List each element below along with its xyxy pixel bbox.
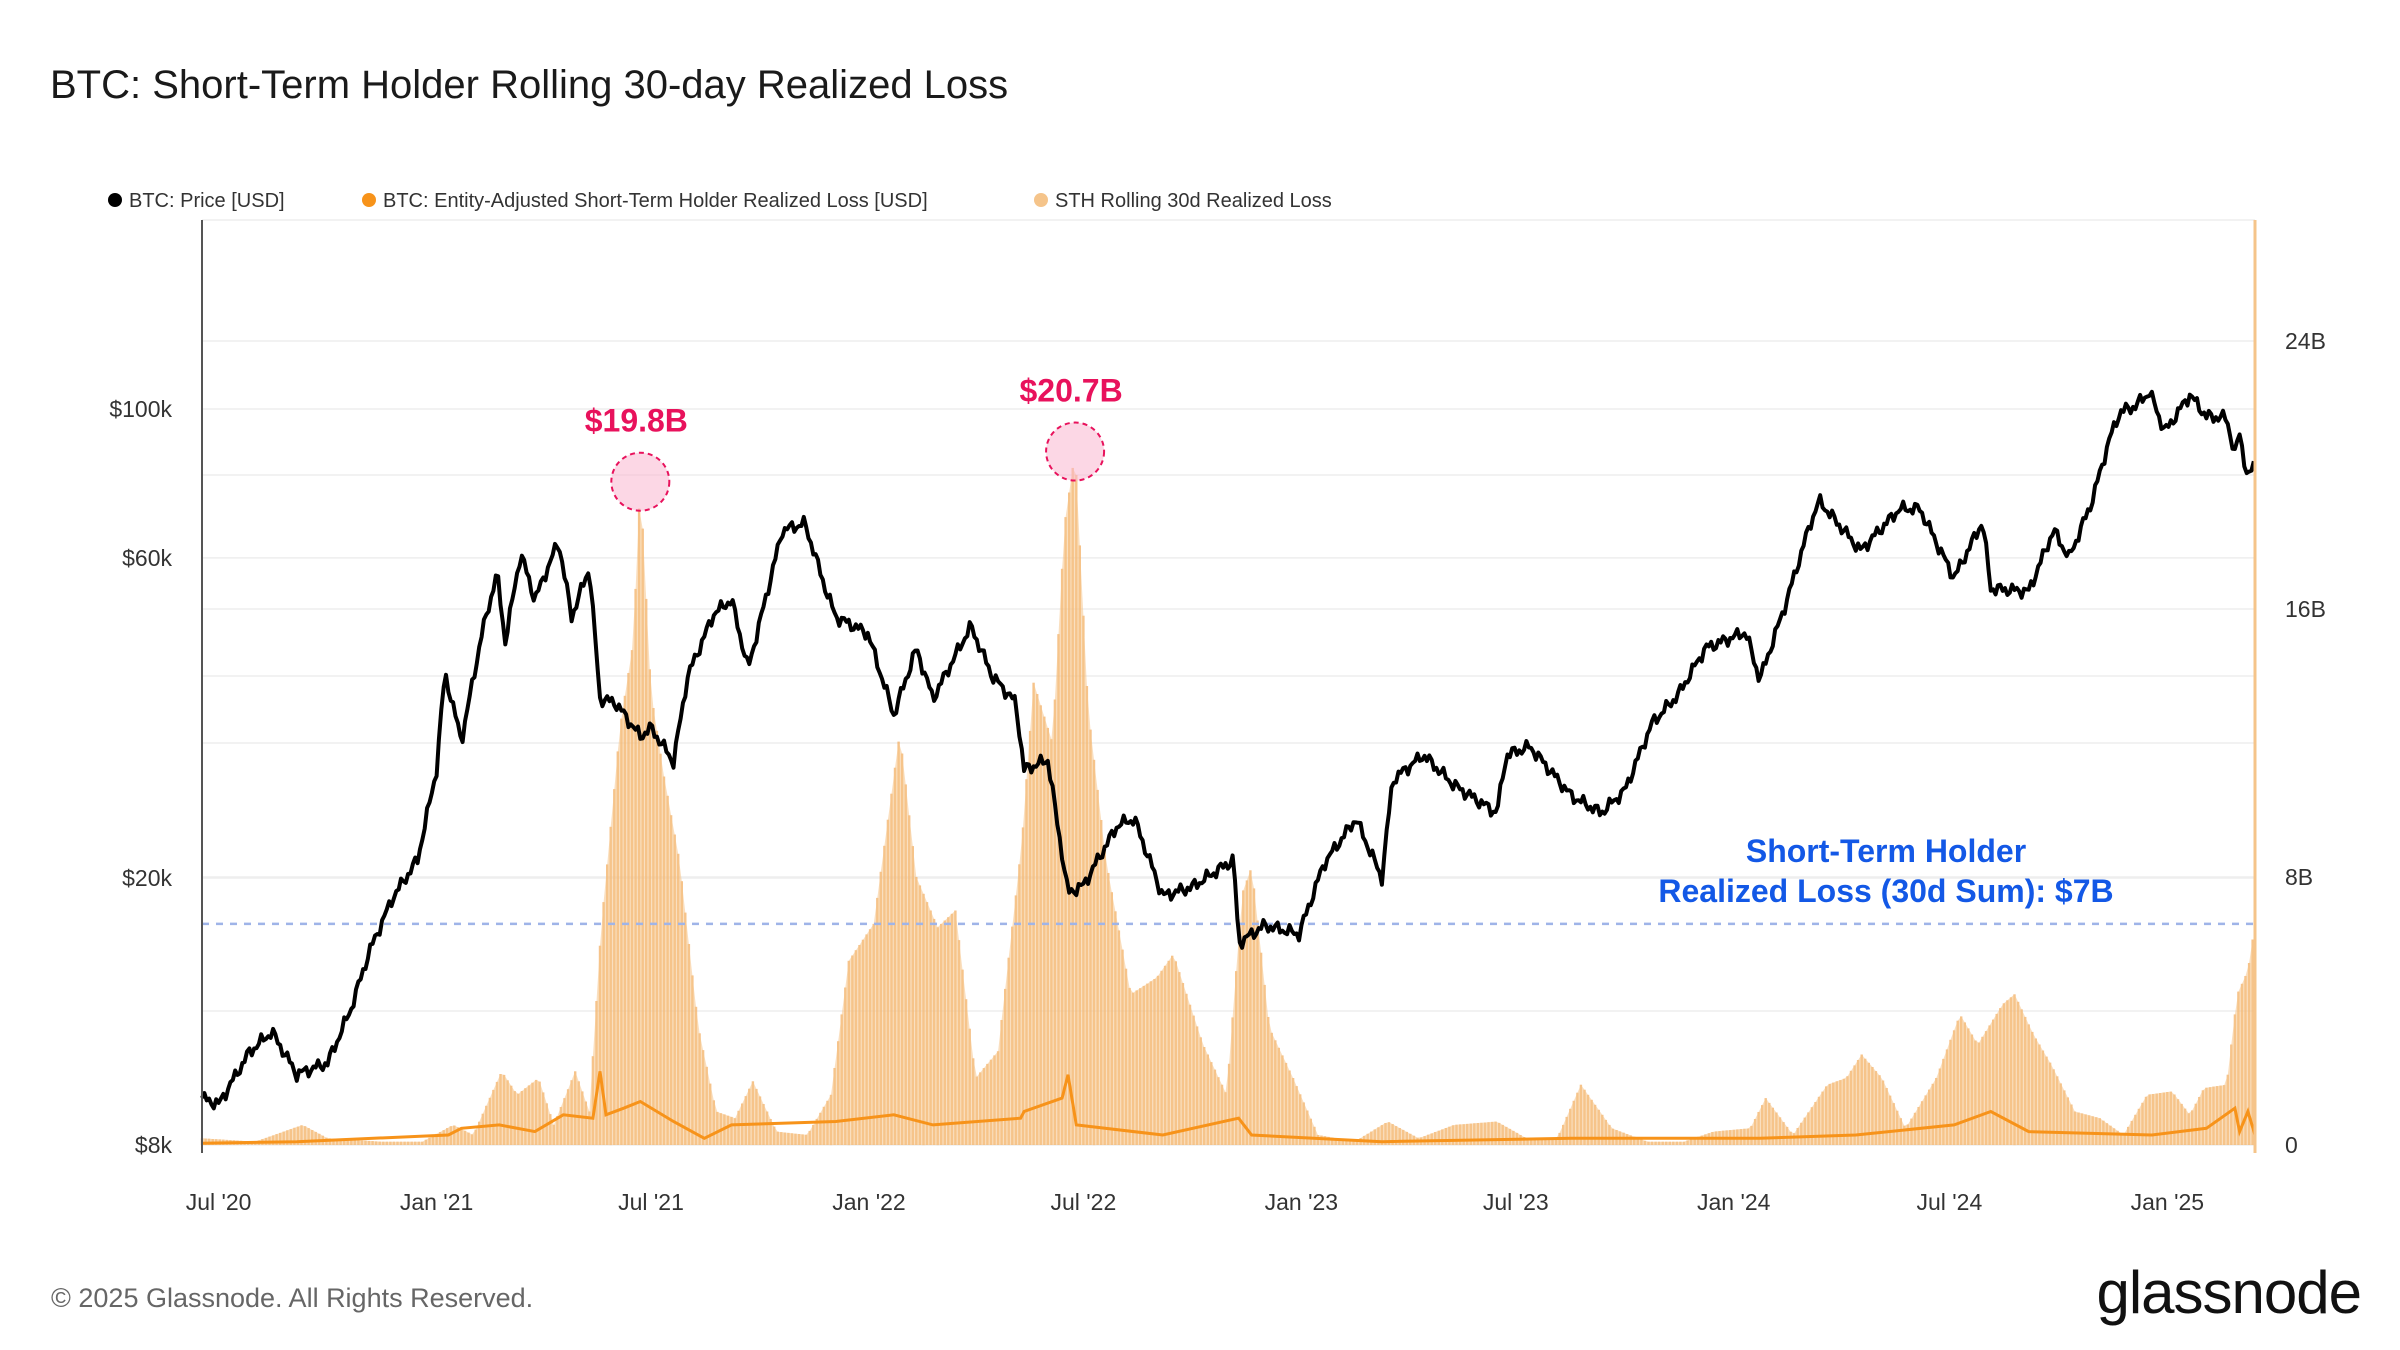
annotation-peak-2022: $20.7B <box>1019 373 1123 482</box>
peak-marker-circle <box>1045 421 1106 482</box>
x-axis: Jul '20 Jan '21 Jul '21 Jan '22 Jul '22 Jan '… <box>186 1189 2204 1215</box>
legend-item-rolling-loss[interactable]: STH Rolling 30d Realized Loss <box>1055 190 1332 212</box>
current-loss-annotation-line1: Short-Term Holder <box>1746 833 2026 869</box>
legend-marker-price <box>108 193 122 207</box>
x-tick-label: Jan '23 <box>1265 1189 1338 1215</box>
x-tick-label: Jan '22 <box>832 1189 905 1215</box>
x-tick-label: Jul '24 <box>1916 1189 1982 1215</box>
x-tick-label: Jul '22 <box>1050 1189 1116 1215</box>
y-left-tick-label: $60k <box>122 545 172 571</box>
peak-label-2021: $19.8B <box>585 403 688 439</box>
y-right-tick-label: 8B <box>2285 864 2313 890</box>
legend: BTC: Price [USD] BTC: Entity-Adjusted Sh… <box>108 190 1332 212</box>
legend-item-daily-loss[interactable]: BTC: Entity-Adjusted Short-Term Holder R… <box>383 190 928 212</box>
y-left-tick-label: $8k <box>135 1132 173 1158</box>
legend-marker-rolling-loss <box>1034 193 1048 207</box>
x-tick-label: Jan '21 <box>400 1189 473 1215</box>
x-tick-label: Jul '23 <box>1483 1189 1549 1215</box>
price-line <box>200 389 2256 1111</box>
y-right-tick-label: 16B <box>2285 596 2326 622</box>
rolling-loss-bars <box>200 467 2254 1146</box>
y-axis-left: $8k $20k $60k $100k <box>109 396 172 1158</box>
y-right-tick-label: 0 <box>2285 1132 2298 1158</box>
legend-item-price[interactable]: BTC: Price [USD] <box>129 190 285 212</box>
peak-label-2022: $20.7B <box>1019 373 1122 409</box>
peak-marker-circle <box>610 451 671 512</box>
y-axis-right: 0 8B 16B 24B <box>2285 328 2326 1158</box>
daily-loss-line <box>201 1071 2257 1145</box>
x-tick-label: Jan '25 <box>2131 1189 2204 1215</box>
annotation-peak-2021: $19.8B <box>585 403 688 512</box>
current-loss-annotation-line2: Realized Loss (30d Sum): $7B <box>1658 873 2113 909</box>
y-left-tick-label: $100k <box>109 396 172 422</box>
y-right-tick-label: 24B <box>2285 328 2326 354</box>
x-tick-label: Jul '21 <box>618 1189 684 1215</box>
legend-marker-daily-loss <box>362 193 376 207</box>
copyright-footer: © 2025 Glassnode. All Rights Reserved. <box>51 1283 533 1313</box>
rolling-loss-area <box>202 467 2255 1145</box>
chart-title: BTC: Short-Term Holder Rolling 30-day Re… <box>50 63 1008 107</box>
glassnode-logo: glassnode <box>2096 1259 2361 1326</box>
x-tick-label: Jan '24 <box>1697 1189 1771 1215</box>
y-left-tick-label: $20k <box>122 865 172 891</box>
gridlines <box>202 219 2255 1146</box>
x-tick-label: Jul '20 <box>186 1189 252 1215</box>
